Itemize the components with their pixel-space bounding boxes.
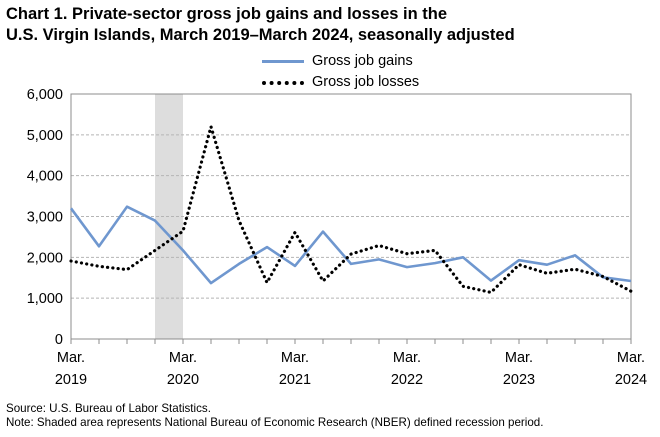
source-note: Source: U.S. Bureau of Labor Statistics. [6, 402, 211, 415]
x-tick-label-year: 2023 [503, 372, 535, 388]
x-tick-label-month: Mar. [393, 350, 421, 366]
x-tick-label-month: Mar. [617, 350, 645, 366]
y-tick-label: 0 [55, 332, 63, 348]
legend-label-losses: Gross job losses [312, 74, 420, 90]
series-line-gross-job-losses [69, 125, 633, 294]
y-tick-label: 6,000 [27, 87, 63, 103]
series-line-gross-job-gains [69, 205, 632, 285]
chart-title-line-2: U.S. Virgin Islands, March 2019–March 20… [6, 26, 515, 44]
shading-note: Note: Shaded area represents National Bu… [6, 416, 544, 429]
y-tick-label: 1,000 [27, 291, 63, 307]
y-tick-label: 3,000 [27, 210, 63, 226]
legend-swatch-losses [262, 81, 304, 85]
legend-swatch-gains [262, 60, 304, 63]
x-tick-label-month: Mar. [169, 350, 197, 366]
x-tick-label-month: Mar. [281, 350, 309, 366]
x-tick-label-year: 2022 [391, 372, 423, 388]
y-tick-label: 2,000 [27, 250, 63, 266]
chart-footer: Source: U.S. Bureau of Labor Statistics.… [6, 402, 543, 430]
x-tick-label-year: 2024 [615, 372, 647, 388]
chart-title-line-1: Chart 1. Private-sector gross job gains … [6, 5, 448, 23]
x-tick-label-year: 2019 [55, 372, 87, 388]
x-tick-label-year: 2020 [167, 372, 199, 388]
x-tick-label-month: Mar. [505, 350, 533, 366]
y-tick-label: 5,000 [27, 128, 63, 144]
legend-label-gains: Gross job gains [312, 53, 413, 69]
chart-title: Chart 1. Private-sector gross job gains … [6, 4, 515, 46]
y-tick-label: 4,000 [27, 169, 63, 185]
x-tick-label-month: Mar. [57, 350, 85, 366]
x-tick-label-year: 2021 [279, 372, 311, 388]
